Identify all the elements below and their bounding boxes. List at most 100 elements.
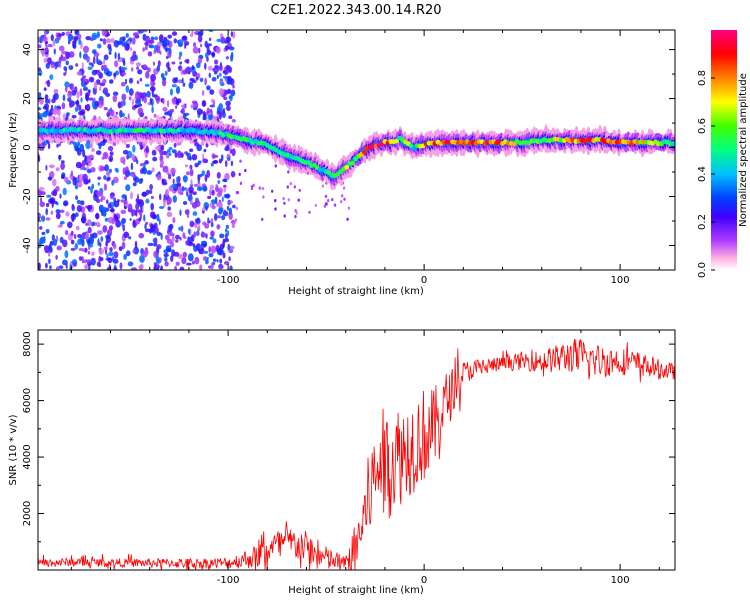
noise-speckle xyxy=(210,162,214,167)
y-tick-label: 6000 xyxy=(22,388,33,413)
noise-speckle xyxy=(55,255,58,260)
noise-speckle xyxy=(41,215,46,222)
noise-speckle xyxy=(121,112,125,118)
noise-speckle xyxy=(130,47,133,52)
noise-speckle xyxy=(138,178,143,185)
noise-speckle xyxy=(341,194,344,198)
noise-speckle xyxy=(123,253,127,260)
noise-speckle xyxy=(131,67,134,72)
noise-speckle xyxy=(138,217,142,222)
noise-speckle xyxy=(212,258,217,262)
noise-speckle xyxy=(51,98,56,104)
noise-speckle xyxy=(143,214,146,222)
noise-speckle xyxy=(57,224,62,228)
noise-speckle xyxy=(219,64,223,72)
snr-frame xyxy=(37,329,676,571)
noise-speckle xyxy=(185,171,191,176)
noise-speckle xyxy=(159,150,164,156)
noise-speckle xyxy=(158,206,165,209)
noise-speckle xyxy=(160,265,164,270)
noise-speckle xyxy=(135,209,138,217)
noise-speckle xyxy=(82,78,87,83)
noise-speckle xyxy=(38,262,41,270)
noise-speckle xyxy=(102,210,107,217)
noise-speckle xyxy=(85,156,92,164)
noise-speckle xyxy=(56,245,62,251)
noise-speckle xyxy=(215,46,221,54)
noise-speckle xyxy=(115,219,121,228)
spectrogram-x-axis-label: Height of straight line (km) xyxy=(288,286,424,297)
noise-speckle xyxy=(127,261,134,267)
noise-speckle xyxy=(65,60,69,66)
noise-speckle xyxy=(62,200,69,207)
noise-speckle xyxy=(327,199,330,203)
noise-speckle xyxy=(223,96,228,101)
noise-speckle xyxy=(187,228,191,235)
noise-speckle xyxy=(180,267,183,270)
noise-speckle xyxy=(72,40,76,49)
noise-speckle xyxy=(209,188,212,197)
noise-speckle xyxy=(202,117,207,121)
noise-speckle xyxy=(91,32,98,40)
noise-speckle xyxy=(53,88,59,94)
noise-speckle xyxy=(38,67,42,72)
noise-speckle xyxy=(50,60,55,69)
noise-speckle xyxy=(113,243,117,250)
spectrogram-y-axis-label: Frequency (Hz) xyxy=(8,112,19,188)
noise-speckle xyxy=(108,51,112,55)
noise-speckle xyxy=(108,71,113,76)
noise-speckle xyxy=(106,199,109,204)
noise-speckle xyxy=(274,164,277,168)
noise-speckle xyxy=(217,201,223,209)
noise-speckle xyxy=(145,145,149,153)
noise-speckle xyxy=(207,220,211,224)
noise-speckle xyxy=(222,75,229,79)
noise-speckle xyxy=(178,39,184,47)
noise-speckle xyxy=(207,114,213,121)
noise-speckle xyxy=(178,226,183,231)
noise-speckle xyxy=(119,262,123,270)
noise-speckle xyxy=(97,238,100,246)
noise-speckle xyxy=(200,30,204,37)
x-tick-label: 100 xyxy=(611,575,630,586)
noise-speckle xyxy=(204,62,207,70)
noise-speckle xyxy=(164,70,168,76)
noise-speckle xyxy=(158,218,161,226)
noise-speckle xyxy=(149,184,154,190)
noise-speckle xyxy=(41,231,46,236)
noise-speckle xyxy=(40,236,45,245)
noise-speckle xyxy=(226,105,231,111)
noise-speckle xyxy=(153,250,159,258)
noise-speckle xyxy=(209,236,214,240)
noise-speckle xyxy=(138,232,145,239)
noise-speckle xyxy=(81,216,86,224)
noise-speckle xyxy=(163,253,169,258)
noise-speckle xyxy=(79,51,82,59)
noise-speckle xyxy=(228,212,233,220)
noise-speckle xyxy=(150,223,154,229)
noise-speckle xyxy=(122,100,126,107)
noise-speckle xyxy=(122,167,126,175)
noise-speckle xyxy=(130,191,133,200)
noise-speckle xyxy=(162,77,167,81)
noise-speckle xyxy=(179,209,182,216)
noise-speckle xyxy=(226,205,230,211)
noise-speckle xyxy=(160,159,164,166)
noise-speckle xyxy=(223,209,227,215)
noise-speckle xyxy=(203,250,209,254)
noise-speckle xyxy=(182,232,186,239)
noise-speckle xyxy=(150,36,155,41)
noise-speckle xyxy=(174,152,178,158)
noise-speckle xyxy=(96,261,100,267)
noise-speckle xyxy=(164,256,168,262)
noise-speckle xyxy=(207,65,213,71)
noise-speckle xyxy=(52,178,57,187)
noise-speckle xyxy=(192,46,199,54)
noise-speckle xyxy=(190,104,195,109)
noise-speckle xyxy=(164,111,169,116)
noise-speckle xyxy=(171,235,175,243)
noise-speckle xyxy=(91,148,95,152)
noise-speckle xyxy=(153,113,157,118)
noise-speckle xyxy=(73,234,77,239)
noise-speckle xyxy=(52,94,57,100)
